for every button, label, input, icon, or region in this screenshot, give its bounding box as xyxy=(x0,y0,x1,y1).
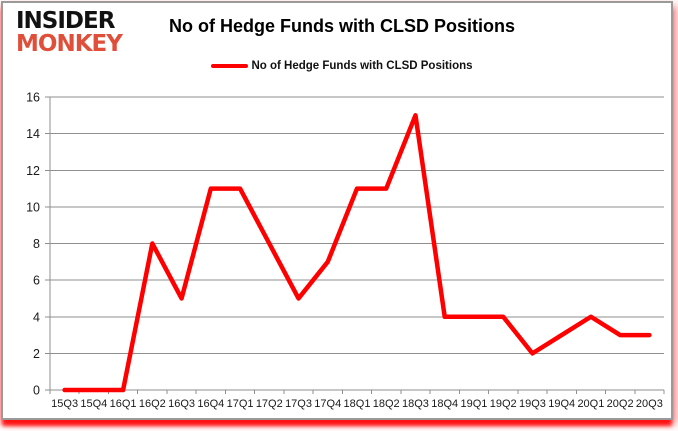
x-tick-label: 17Q1 xyxy=(227,398,254,410)
x-tick-label: 16Q2 xyxy=(139,398,166,410)
x-tick-label: 19Q1 xyxy=(460,398,487,410)
legend-line-swatch xyxy=(211,64,249,68)
insider-monkey-logo: INSIDER MONKEY xyxy=(16,8,123,57)
x-tick-label: 16Q1 xyxy=(110,398,137,410)
y-tick-label: 8 xyxy=(33,237,40,251)
y-tick-label: 6 xyxy=(33,274,40,288)
logo-text-monkey: MONKEY xyxy=(16,30,123,57)
x-tick-label: 20Q3 xyxy=(636,398,663,410)
chart-card: INSIDER MONKEY No of Hedge Funds with CL… xyxy=(1,1,673,420)
chart-title: No of Hedge Funds with CLSD Positions xyxy=(169,16,515,36)
x-tick-label: 19Q4 xyxy=(548,398,575,410)
x-tick-label: 18Q1 xyxy=(344,398,371,410)
chart-legend: No of Hedge Funds with CLSD Positions xyxy=(3,60,678,72)
series-line xyxy=(62,113,652,393)
y-tick-label: 12 xyxy=(26,164,40,178)
x-tick-label: 17Q4 xyxy=(314,398,341,410)
y-axis: 0 2 4 6 8 10 12 14 16 xyxy=(26,91,51,398)
x-tick-label: 20Q1 xyxy=(577,398,604,410)
x-tick-label: 18Q2 xyxy=(373,398,400,410)
legend-label: No of Hedge Funds with CLSD Positions xyxy=(251,60,473,72)
x-tick-label: 17Q3 xyxy=(285,398,312,410)
x-tick-label: 18Q3 xyxy=(402,398,429,410)
x-tick-label: 20Q2 xyxy=(607,398,634,410)
x-tick-label: 18Q4 xyxy=(431,398,458,410)
y-tick-label: 2 xyxy=(33,347,40,361)
y-tick-label: 4 xyxy=(33,310,40,324)
x-tick-label: 19Q3 xyxy=(519,398,546,410)
x-tick-label: 17Q2 xyxy=(256,398,283,410)
gridlines xyxy=(50,96,664,391)
y-tick-label: 0 xyxy=(33,384,40,398)
x-tick-label: 15Q4 xyxy=(80,398,107,410)
x-tick-label: 19Q2 xyxy=(490,398,517,410)
x-tick-label: 16Q4 xyxy=(197,398,224,410)
x-tick-label: 15Q3 xyxy=(51,398,78,410)
y-tick-label: 16 xyxy=(26,91,40,105)
y-tick-label: 14 xyxy=(26,127,40,141)
y-tick-label: 10 xyxy=(26,200,40,214)
logo-text-insider: INSIDER xyxy=(16,8,115,34)
x-tick-label: 16Q3 xyxy=(168,398,195,410)
x-axis: 15Q3 15Q4 16Q1 16Q2 16Q3 16Q4 17Q1 17Q2 17Q3 17Q4… xyxy=(49,389,665,410)
